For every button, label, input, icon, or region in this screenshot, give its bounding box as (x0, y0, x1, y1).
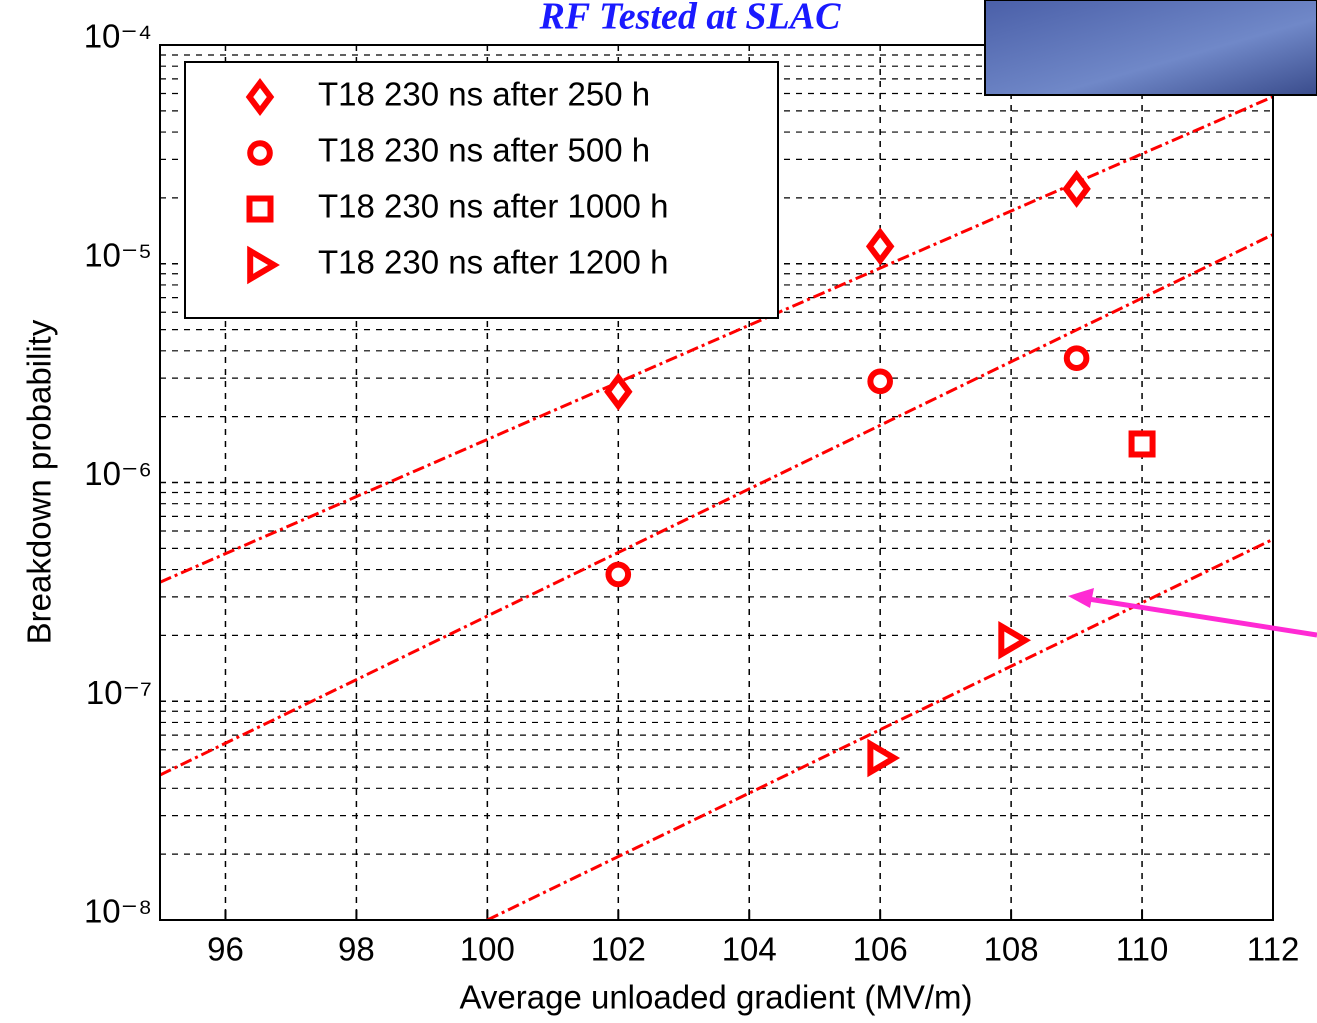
legend-box (184, 61, 779, 319)
x-tick-label: 106 (853, 931, 908, 968)
legend-label: T18 230 ns after 250 h (318, 76, 650, 113)
marker (246, 195, 274, 223)
marker (247, 245, 280, 285)
marker (604, 372, 633, 411)
fit-line (486, 537, 1273, 920)
photo-inset (984, 0, 1317, 96)
x-tick-label: 102 (591, 931, 646, 968)
chart-title: RF Tested at SLAC (539, 0, 842, 38)
plot-frame (159, 44, 1274, 921)
y-tick-label: 10⁻⁵ (84, 236, 152, 273)
y-tick-label: 10⁻⁸ (84, 893, 152, 930)
legend-label: T18 230 ns after 1200 h (318, 244, 668, 281)
x-axis-label: Average unloaded gradient (MV/m) (459, 979, 972, 1016)
y-tick-label: 10⁻⁷ (86, 674, 152, 711)
marker (865, 227, 895, 266)
marker (998, 621, 1032, 660)
marker (1128, 430, 1156, 458)
y-tick-label: 10⁻⁶ (84, 455, 152, 492)
annotation-arrowhead (1068, 588, 1094, 608)
marker (247, 140, 273, 166)
marker (867, 368, 893, 395)
marker (605, 561, 632, 588)
x-tick-label: 98 (338, 931, 375, 968)
annotation-arrow (1081, 595, 1317, 638)
legend-label: T18 230 ns after 500 h (318, 132, 650, 169)
x-tick-label: 96 (207, 931, 244, 968)
x-tick-label: 100 (460, 931, 515, 968)
marker (1062, 169, 1091, 208)
marker (245, 78, 275, 116)
fit-line (160, 95, 1273, 584)
y-tick-label: 10⁻⁴ (84, 18, 152, 55)
marker (1063, 345, 1090, 372)
x-tick-label: 104 (722, 931, 777, 968)
x-tick-label: 112 (1247, 931, 1300, 968)
marker (867, 738, 901, 778)
x-tick-label: 108 (984, 931, 1039, 968)
x-tick-label: 110 (1116, 931, 1169, 968)
y-axis-label: Breakdown probability (21, 319, 58, 644)
legend-label: T18 230 ns after 1000 h (318, 188, 668, 225)
